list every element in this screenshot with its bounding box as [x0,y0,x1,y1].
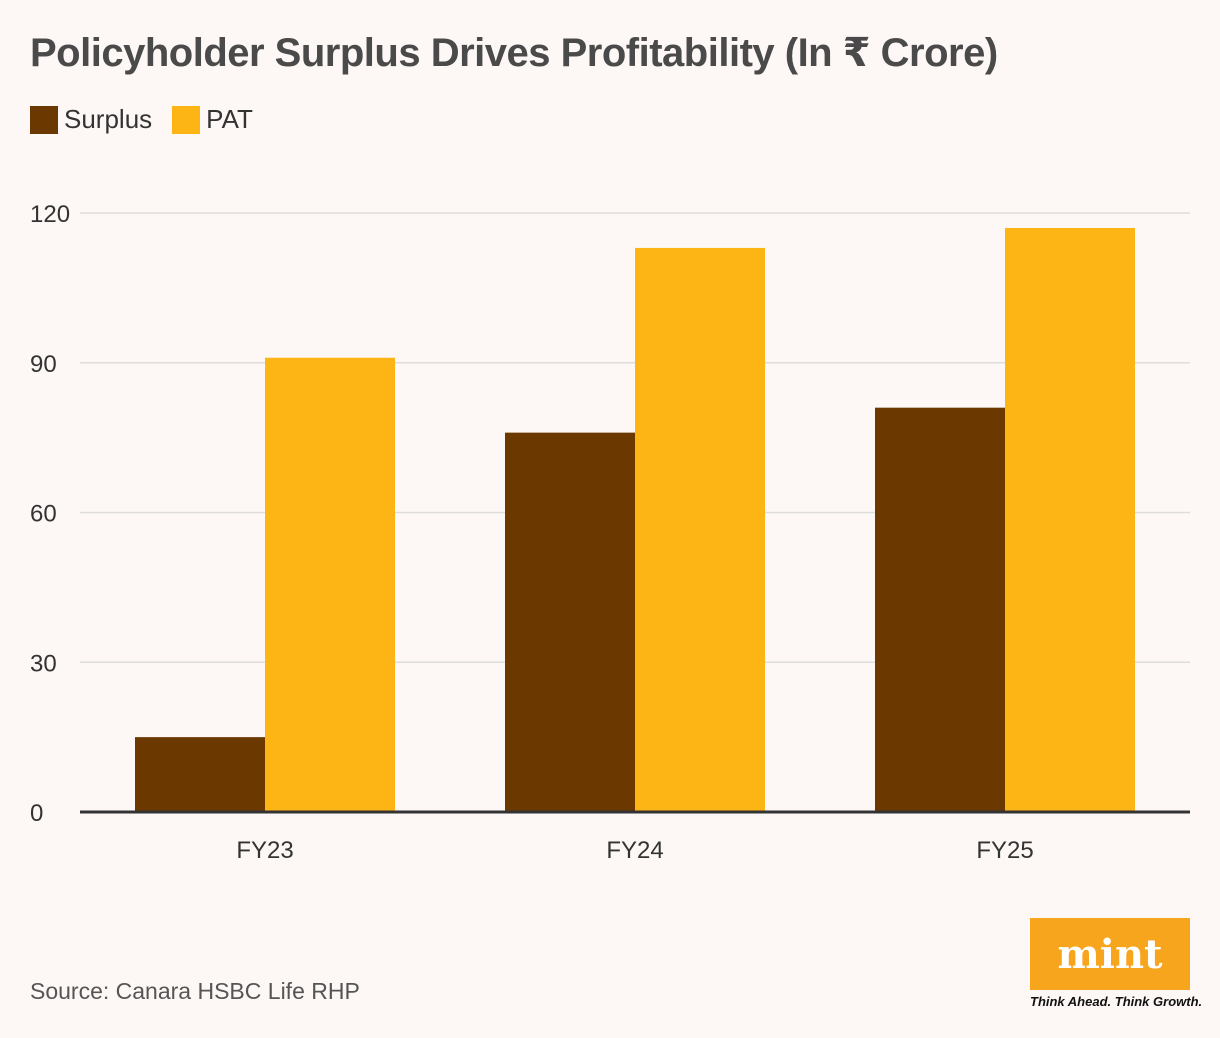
y-tick-label-30: 30 [30,650,57,677]
bar-surplus-fy24 [505,432,635,812]
mint-logo: mint [1030,918,1190,990]
legend-item-surplus: Surplus [30,104,152,135]
bar-pat-fy25 [1005,227,1135,813]
y-tick-label-60: 60 [30,501,57,528]
logo-wordmark: mint [1057,930,1163,978]
chart-legend: Surplus PAT [30,104,273,135]
source-note: Source: Canara HSBC Life RHP [30,978,360,1004]
legend-label-pat: PAT [206,104,253,134]
y-tick-label-0: 0 [30,800,43,827]
x-tick-label-fy24: FY24 [606,837,663,864]
legend-swatch-surplus [30,105,58,134]
x-tick-label-fy23: FY23 [236,837,293,864]
x-tick-label-fy25: FY25 [976,837,1033,864]
y-tick-label-90: 90 [30,351,57,378]
bar-chart: 0 30 60 90 120 FY23 FY24 FY25 [30,201,1190,864]
legend-item-pat: PAT [172,104,253,135]
bar-surplus-fy23 [135,737,265,812]
legend-label-surplus: Surplus [64,104,153,134]
bar-surplus-fy25 [875,407,1005,812]
bar-pat-fy24 [635,247,765,813]
y-tick-label-120: 120 [30,201,70,228]
logo-tagline: Think Ahead. Think Growth. [1030,994,1203,1009]
chart-title: Policyholder Surplus Drives Profitabilit… [30,31,998,75]
legend-swatch-pat [172,105,201,134]
bar-pat-fy23 [265,357,395,812]
